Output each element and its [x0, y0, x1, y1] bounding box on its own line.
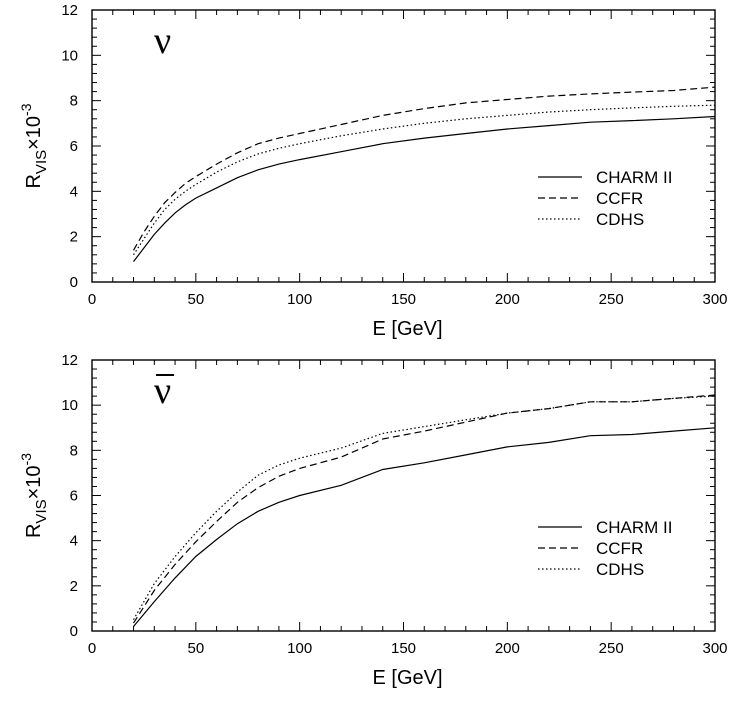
x-tick-label: 200	[495, 640, 520, 657]
x-tick-label: 250	[599, 291, 624, 308]
y-tick-label: 4	[70, 183, 78, 200]
legend-label: CCFR	[596, 189, 643, 208]
series-line-charm-ii	[133, 115, 716, 262]
y-tick-label: 0	[70, 623, 78, 640]
y-tick-label: 6	[70, 488, 78, 505]
x-tick-label: 150	[391, 640, 416, 657]
y-tick-label: 2	[70, 229, 78, 246]
y-axis-title-multiplier: ×10	[23, 116, 45, 150]
series-line-cdhs	[132, 104, 716, 256]
x-axis-title: E [GeV]	[372, 318, 442, 340]
panel-symbol-nu: ν	[154, 20, 171, 62]
plot-frame	[91, 9, 716, 283]
x-tick-label: 200	[495, 291, 520, 308]
series-line-charm-ii	[133, 427, 716, 627]
y-axis-title-subscript: VIS	[33, 499, 50, 523]
x-axis-title: E [GeV]	[372, 667, 442, 689]
legend-label: CDHS	[596, 560, 644, 579]
y-tick-label: 10	[61, 397, 78, 414]
panel-symbol-nu: ν	[154, 370, 171, 412]
legend-label: CCFR	[596, 539, 643, 558]
x-tick-label: 0	[88, 291, 96, 308]
legend-label: CHARM II	[596, 168, 673, 187]
x-tick-label: 150	[391, 291, 416, 308]
y-axis-title-subscript: VIS	[33, 150, 50, 174]
y-axis-title-main: R	[23, 524, 45, 538]
y-axis-title-multiplier: ×10	[23, 465, 45, 499]
y-tick-label: 2	[70, 578, 78, 595]
chart-panel-2: 0 50 100 150 200 250 300 0 2 4 6 8 10 12 E [GeV] RVIS×1…	[18, 352, 728, 689]
y-tick-label: 8	[70, 442, 78, 459]
legend-label: CDHS	[596, 210, 644, 229]
x-tick-label: 100	[287, 291, 312, 308]
y-axis-title: RVIS×10-3	[18, 453, 50, 538]
series-line-cdhs	[132, 395, 716, 620]
legend-label: CHARM II	[596, 518, 673, 537]
chart-panel-1: 0 50 100 150 200 250 300 0 2 4 6 8 10 12 E [GeV] RVIS×1…	[18, 2, 728, 340]
x-tick-label: 250	[599, 640, 624, 657]
y-axis-title-exponent: -3	[18, 453, 34, 466]
plot-frame	[91, 359, 716, 632]
y-tick-label: 8	[70, 93, 78, 110]
y-tick-label: 0	[70, 274, 78, 291]
y-tick-label: 12	[61, 352, 78, 369]
series-line-ccfr	[132, 86, 716, 251]
x-tick-label: 50	[187, 291, 204, 308]
x-tick-label: 50	[187, 640, 204, 657]
y-axis-title-exponent: -3	[18, 103, 34, 116]
y-tick-label: 12	[61, 2, 78, 19]
x-tick-label: 300	[702, 291, 727, 308]
y-axis-title-main: R	[23, 174, 45, 188]
x-tick-label: 100	[287, 640, 312, 657]
y-axis-title: RVIS×10-3	[18, 103, 50, 188]
y-tick-label: 10	[61, 47, 78, 64]
x-tick-label: 300	[702, 640, 727, 657]
series-line-ccfr	[132, 394, 716, 624]
y-tick-label: 6	[70, 138, 78, 155]
y-tick-label: 4	[70, 533, 78, 550]
x-tick-label: 0	[88, 640, 96, 657]
